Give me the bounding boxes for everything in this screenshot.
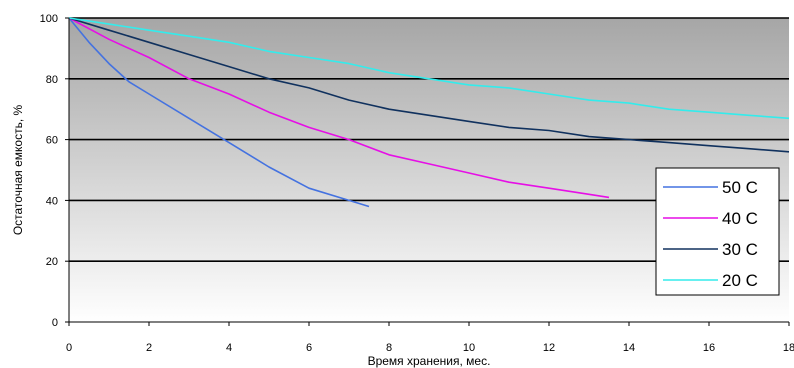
x-axis-title: Время хранения, мес. — [368, 354, 491, 368]
legend: 50 C 40 C 30 C 20 C — [655, 167, 780, 296]
x-tick-labels: 0 2 4 6 8 10 12 14 16 18 — [66, 342, 794, 354]
series-line-2 — [68, 17, 790, 153]
x-tick-label: 10 — [463, 342, 475, 354]
series-line-3 — [68, 17, 790, 120]
legend-label: 50 C — [722, 178, 758, 197]
y-axis-title: Остаточная емкость, % — [11, 105, 25, 236]
x-tick-label: 14 — [623, 342, 635, 354]
x-tick-label: 2 — [146, 342, 152, 354]
y-tick-label: 80 — [46, 74, 58, 86]
y-tick-label: 60 — [46, 135, 58, 147]
axes — [65, 17, 790, 326]
x-tick-label: 0 — [66, 342, 72, 354]
x-tick-label: 16 — [703, 342, 715, 354]
x-tick-label: 8 — [386, 342, 392, 354]
series-line-1 — [68, 17, 610, 199]
legend-box — [655, 167, 780, 296]
x-tick-label: 6 — [306, 342, 312, 354]
legend-label: 40 C — [722, 209, 758, 228]
x-tick-label: 18 — [783, 342, 794, 354]
series-lines — [68, 17, 790, 208]
y-tick-labels: 0 20 40 60 80 100 — [40, 13, 58, 329]
y-tick-label: 20 — [46, 256, 58, 268]
x-tick-label: 12 — [543, 342, 555, 354]
y-tick-label: 40 — [46, 195, 58, 207]
series-line-0 — [68, 17, 370, 208]
legend-label: 20 C — [722, 271, 758, 290]
x-tick-label: 4 — [226, 342, 232, 354]
y-tick-label: 0 — [52, 317, 58, 329]
legend-label: 30 C — [722, 240, 758, 259]
y-tick-label: 100 — [40, 13, 58, 25]
